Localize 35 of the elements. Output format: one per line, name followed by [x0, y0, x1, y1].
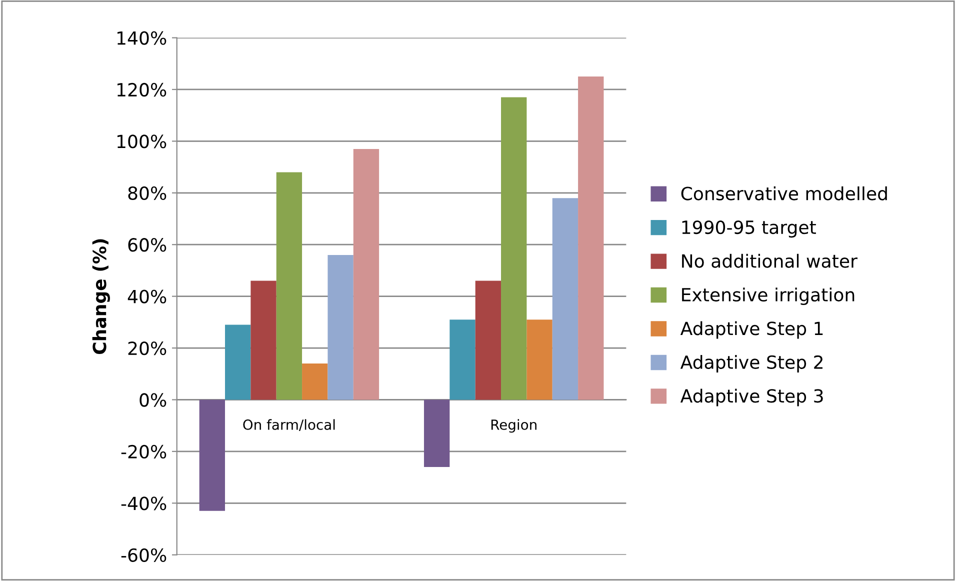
bar: [424, 400, 450, 467]
y-tick-label: 140%: [118, 31, 166, 45]
legend-label: No additional water: [682, 254, 858, 268]
legend-label: Adaptive Step 3: [680, 388, 823, 406]
bar: [526, 320, 552, 400]
bar: [199, 400, 225, 511]
y-axis-title: Change (%): [92, 239, 110, 354]
bar: [276, 172, 302, 400]
y-tick-label: 40%: [128, 290, 166, 304]
bar: [328, 254, 354, 400]
bar: [250, 280, 276, 400]
y-tick-label: 80%: [128, 186, 166, 200]
bar: [302, 364, 328, 400]
bar: [552, 198, 578, 400]
legend-label: Extensive irrigation: [682, 288, 854, 306]
y-tick-label: 100%: [118, 134, 166, 148]
legend-label: Adaptive Step 2: [680, 355, 822, 372]
x-tick-label: On farm/local: [243, 419, 335, 432]
y-tick-label: 60%: [128, 238, 166, 252]
legend-label: 1990-95 target: [682, 220, 816, 238]
bar: [475, 280, 502, 400]
y-tick-label: -20%: [121, 444, 166, 459]
x-tick-label: Region: [491, 419, 536, 433]
bar: [450, 320, 476, 400]
y-tick-label: -40%: [121, 496, 166, 510]
bar: [578, 76, 604, 400]
y-tick-label: 120%: [118, 82, 166, 97]
legend-label: Conservative modelled: [681, 186, 887, 200]
y-tick-label: 20%: [128, 341, 166, 356]
bar: [353, 148, 380, 400]
bar: [501, 97, 527, 400]
legend-label: Adaptive Step 1: [680, 321, 823, 339]
y-tick-label: 0%: [140, 393, 166, 407]
y-tick-label: -60%: [121, 548, 166, 562]
bar: [225, 324, 251, 400]
